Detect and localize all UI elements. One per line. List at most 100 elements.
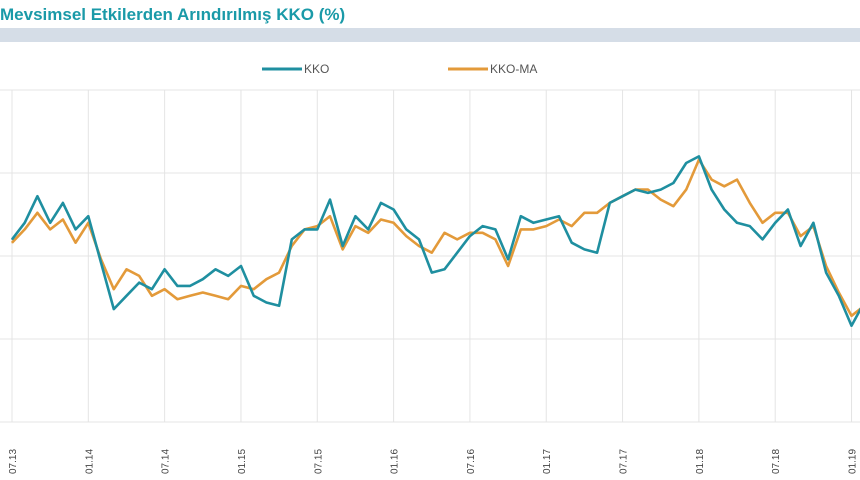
data-point-kko — [812, 222, 815, 224]
data-point-kko-ma — [342, 248, 344, 250]
data-point-kko — [609, 202, 611, 204]
data-point-kko — [711, 189, 713, 191]
data-point-kko-ma — [571, 225, 573, 227]
data-point-kko-ma — [685, 189, 687, 191]
data-point-kko — [189, 285, 191, 287]
data-point-kko — [11, 238, 13, 240]
data-point-kko-ma — [240, 285, 242, 287]
data-point-kko — [176, 285, 178, 287]
data-point-kko-ma — [87, 222, 89, 224]
data-point-kko-ma — [75, 242, 77, 244]
data-point-kko — [125, 295, 128, 297]
data-point-kko-ma — [761, 222, 764, 224]
data-point-kko — [24, 222, 26, 224]
data-point-kko — [660, 189, 662, 191]
title-underline-bar — [0, 28, 860, 42]
data-point-kko — [787, 208, 789, 211]
series-line-kko — [10, 155, 860, 328]
data-point-kko-ma — [380, 218, 382, 221]
data-point-kko-ma — [164, 288, 166, 290]
data-point-kko — [36, 195, 39, 197]
data-point-kko-ma — [660, 199, 662, 201]
data-point-kko — [736, 222, 738, 224]
data-point-kko-ma — [253, 288, 255, 290]
x-tick-label: 07.15 — [313, 449, 324, 474]
data-point-kko — [800, 245, 802, 247]
data-point-kko-ma — [265, 278, 267, 280]
data-point-kko — [138, 282, 140, 284]
data-point-kko-ma — [850, 315, 853, 317]
chart-title: Mevsimsel Etkilerden Arındırılmış KKO (%… — [0, 5, 346, 24]
data-point-kko — [240, 265, 242, 267]
data-point-kko — [532, 222, 535, 224]
data-point-kko-ma — [278, 272, 280, 274]
legend-label-kko: KKO — [304, 62, 329, 76]
data-point-kko — [443, 268, 446, 270]
data-point-kko — [761, 238, 764, 240]
data-point-kko — [469, 235, 471, 237]
data-point-kko-ma — [456, 238, 458, 240]
data-point-kko-ma — [749, 202, 751, 204]
data-point-kko — [75, 228, 77, 230]
data-point-kko — [431, 272, 433, 274]
series-line-kko-ma — [11, 158, 860, 318]
data-point-kko — [49, 222, 51, 224]
x-tick-label: 01.14 — [84, 449, 95, 474]
data-point-kko — [723, 208, 725, 211]
data-point-kko — [227, 275, 229, 277]
data-point-kko — [291, 238, 293, 240]
data-point-kko-ma — [202, 291, 204, 294]
data-point-kko — [520, 215, 522, 217]
x-tick-label: 07.14 — [161, 449, 172, 474]
data-point-kko-ma — [482, 232, 484, 234]
data-point-kko — [571, 242, 573, 244]
data-point-kko — [316, 228, 318, 230]
x-tick-label: 07.16 — [466, 449, 477, 474]
data-point-kko-ma — [227, 298, 229, 300]
data-point-kko — [278, 305, 280, 307]
data-point-kko-ma — [49, 228, 51, 230]
data-point-kko — [87, 215, 89, 217]
data-point-kko-ma — [138, 275, 140, 277]
x-tick-label: 01.17 — [542, 449, 553, 474]
data-point-kko — [456, 252, 458, 254]
data-point-kko — [405, 228, 407, 230]
data-point-kko — [838, 295, 840, 297]
data-point-kko — [583, 248, 586, 250]
data-point-kko — [151, 288, 153, 290]
data-point-kko-ma — [151, 295, 153, 297]
data-point-kko — [354, 215, 356, 217]
data-point-kko-ma — [367, 232, 369, 234]
x-tick-label: 07.13 — [8, 449, 19, 474]
data-point-kko — [774, 222, 776, 224]
data-point-kko-ma — [189, 295, 191, 297]
data-point-kko-ma — [774, 212, 776, 214]
data-point-kko-ma — [723, 185, 725, 187]
data-point-kko-ma — [443, 232, 446, 234]
data-point-kko — [634, 189, 636, 191]
data-point-kko-ma — [329, 215, 331, 217]
data-point-kko — [113, 308, 115, 310]
data-point-kko — [380, 202, 382, 204]
data-point-kko — [825, 272, 827, 274]
data-point-kko — [545, 218, 547, 221]
data-point-kko-ma — [711, 179, 713, 181]
data-point-kko-ma — [507, 265, 509, 267]
data-point-kko-ma — [520, 228, 522, 230]
data-point-kko — [265, 301, 267, 304]
data-point-kko — [100, 262, 102, 264]
data-point-kko — [685, 162, 687, 164]
grid-lines — [0, 89, 860, 423]
data-point-kko — [202, 278, 204, 280]
data-point-kko — [494, 228, 496, 230]
data-point-kko — [850, 325, 853, 327]
x-tick-label: 01.19 — [848, 449, 859, 474]
data-point-kko-ma — [431, 252, 433, 254]
data-point-kko — [164, 268, 166, 270]
data-point-kko-ma — [672, 205, 675, 207]
data-point-kko — [622, 195, 624, 197]
data-point-kko-ma — [214, 295, 217, 297]
legend-label-kko-ma: KKO-MA — [490, 62, 537, 76]
data-point-kko-ma — [24, 228, 26, 230]
